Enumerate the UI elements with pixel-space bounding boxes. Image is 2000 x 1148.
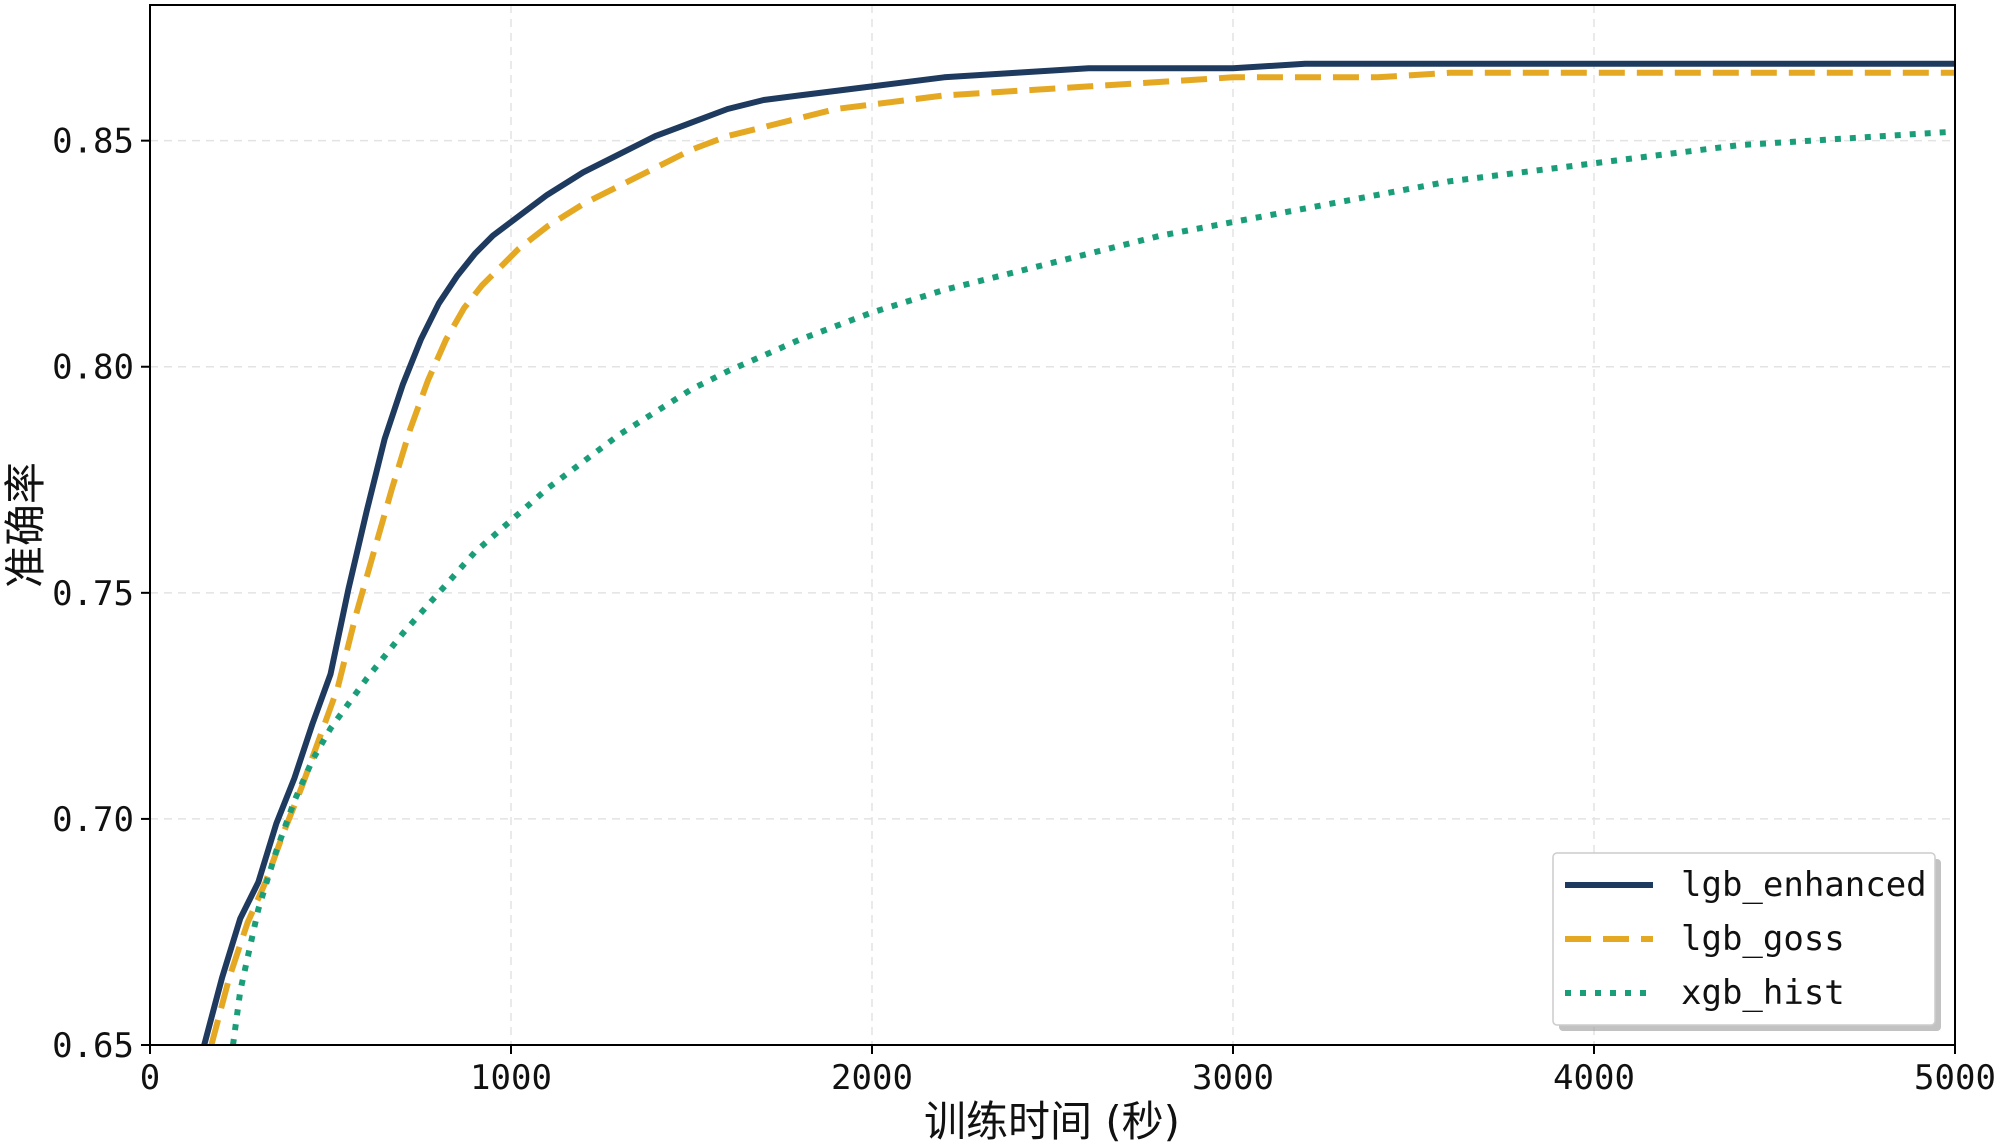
y-axis-title: 准确率 (1, 462, 50, 588)
legend-label-lgb-goss: lgb_goss (1681, 919, 1845, 959)
legend-label-xgb-hist: xgb_hist (1681, 973, 1845, 1013)
x-tick-label: 0 (140, 1058, 160, 1098)
grid-lines (150, 5, 1955, 1045)
y-tick-label: 0.65 (52, 1026, 134, 1066)
y-tick-label: 0.75 (52, 574, 134, 614)
series-layer (201, 60, 1956, 1046)
x-tick-label: 1000 (470, 1058, 552, 1098)
legend: lgb_enhanced lgb_goss xgb_hist (1552, 852, 1941, 1031)
series-line-lgb-enhanced (201, 60, 1955, 1046)
series-line-lgb-goss (208, 69, 1955, 1046)
x-tick-label: 4000 (1553, 1058, 1635, 1098)
x-tick-label: 2000 (831, 1058, 913, 1098)
legend-box (1552, 852, 1936, 1026)
y-tick-label: 0.70 (52, 800, 134, 840)
legend-label-lgb-enhanced: lgb_enhanced (1681, 865, 1927, 905)
axis-ticks: 0 1000 2000 3000 4000 5000 0.65 0.70 0.75 0.80 0.8… (52, 122, 1996, 1098)
y-tick-label: 0.85 (52, 122, 134, 162)
y-tick-label: 0.80 (52, 348, 134, 388)
series-line-xgb-hist (230, 128, 1956, 1046)
plot-frame (149, 4, 1956, 1046)
x-axis-title: 训练时间 (秒) (924, 1097, 1180, 1146)
x-tick-label: 3000 (1192, 1058, 1274, 1098)
x-tick-label: 5000 (1914, 1058, 1996, 1098)
